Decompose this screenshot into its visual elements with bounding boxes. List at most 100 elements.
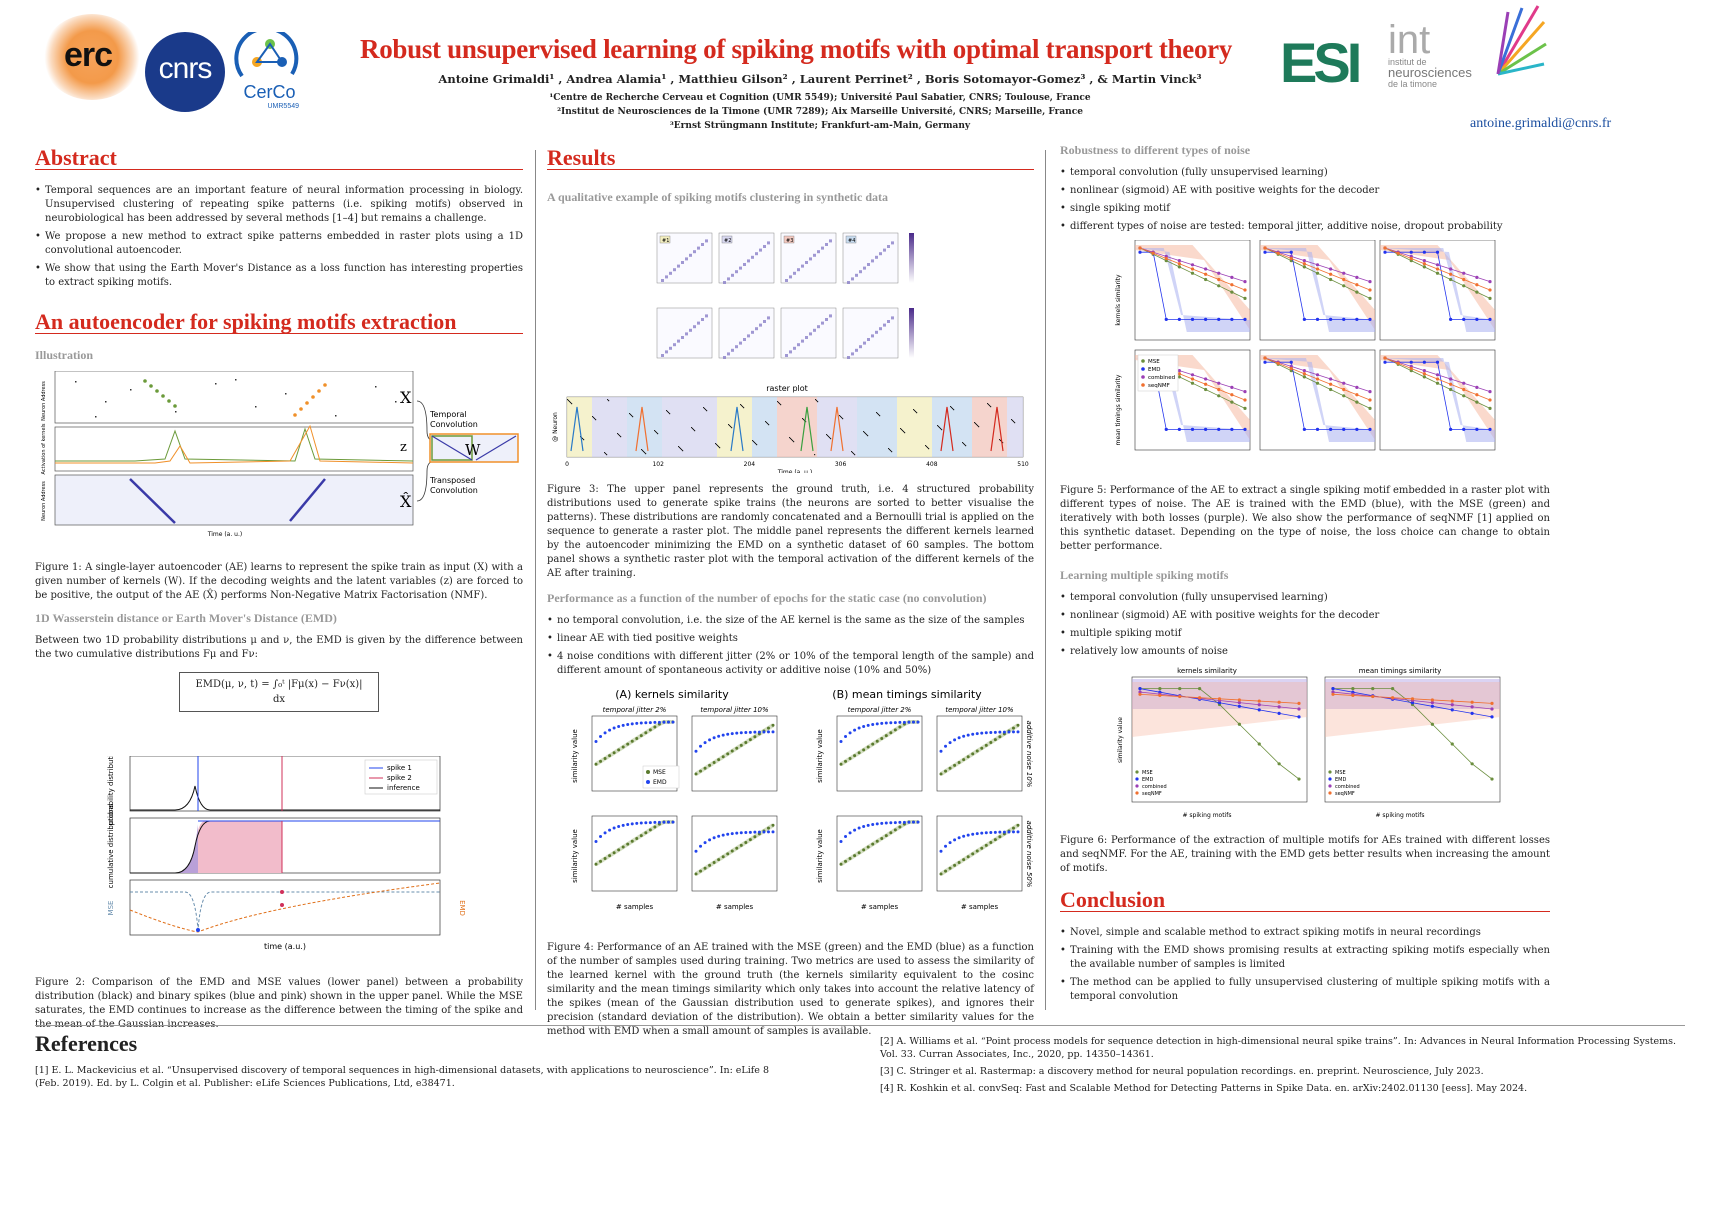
emd-point	[998, 730, 1002, 734]
series-point	[1138, 246, 1142, 250]
mse-point	[648, 728, 652, 732]
emd-point	[739, 831, 743, 835]
raster-spike	[618, 434, 620, 436]
series-point	[1329, 317, 1333, 321]
series-point	[1289, 256, 1293, 261]
legend-label: EMD	[1142, 777, 1153, 783]
emd-point	[766, 730, 770, 734]
series-point	[1450, 699, 1454, 703]
series-point	[1230, 400, 1234, 404]
mse-point	[766, 726, 770, 730]
raster-spike	[694, 430, 696, 432]
series-point	[1462, 427, 1466, 431]
kernel-dot	[731, 273, 734, 277]
kernel-dot	[701, 243, 704, 246]
raster-spike	[790, 438, 792, 440]
series-point	[1177, 317, 1181, 321]
raster-spike	[1011, 419, 1013, 421]
raster-spike	[594, 418, 596, 420]
series-point	[1217, 701, 1222, 705]
series-point	[1450, 742, 1454, 746]
kernel-dot	[743, 338, 746, 341]
raster-spike	[619, 435, 621, 437]
series-point	[1371, 687, 1375, 691]
emd-point	[630, 722, 634, 726]
column-right: Robustness to different types of noise t…	[1060, 143, 1550, 1008]
series-point	[1329, 277, 1333, 282]
series-point	[1449, 387, 1453, 392]
raster-spike	[826, 434, 828, 436]
emd-point	[694, 749, 698, 753]
mse-point	[603, 857, 607, 861]
series-point	[1230, 317, 1234, 321]
fig4-noise-label: additive noise 50%	[1025, 821, 1033, 888]
mse-point	[694, 872, 698, 876]
series-point	[1475, 317, 1479, 321]
raster-spike	[718, 446, 720, 448]
emd-point	[993, 830, 997, 834]
raster-spike	[901, 429, 903, 431]
raster-spike	[990, 406, 992, 408]
legend-mse-marker	[646, 770, 650, 774]
kernel-dot	[735, 345, 738, 349]
emd-point	[884, 721, 888, 725]
mse-point	[953, 763, 957, 767]
series-point	[1355, 283, 1359, 287]
activation-peak	[940, 406, 954, 452]
contact-email[interactable]: antoine.grimaldi@cnrs.fr	[1470, 116, 1612, 131]
raster-spike	[717, 445, 719, 447]
int-starburst-icon	[1496, 5, 1547, 76]
raster-tick: 510	[1017, 461, 1029, 468]
kernel-tag	[783, 235, 795, 244]
emd-point	[748, 730, 752, 734]
raster-spike	[630, 414, 632, 416]
emd-point	[671, 720, 675, 724]
raster-spike	[729, 425, 731, 427]
affiliation-1: ¹Centre de Recherche Cerveau et Cognitio…	[549, 93, 1091, 103]
kernel-dot	[669, 346, 672, 350]
raster-spike	[839, 415, 841, 417]
series-point	[1435, 263, 1440, 267]
kernel-dot	[825, 243, 828, 246]
raster-spike	[641, 449, 643, 451]
mse-point	[766, 826, 770, 830]
emd-point	[662, 820, 666, 824]
kernel-dot	[809, 332, 812, 336]
mse-point	[944, 869, 948, 873]
raster-tick: 102	[652, 461, 664, 468]
mse-point	[626, 742, 630, 746]
list-item: nonlinear (sigmoid) AE with positive wei…	[1060, 184, 1550, 198]
mse-point	[1016, 723, 1020, 727]
mse-point	[848, 757, 852, 761]
raster-spike	[1000, 440, 1002, 442]
kernel-dot	[723, 281, 726, 284]
kernel-dot	[793, 346, 796, 350]
emd-point	[1002, 730, 1006, 734]
mse-point	[857, 851, 861, 855]
raster-spike	[632, 416, 634, 418]
raster-spike	[951, 407, 953, 409]
raster-spike	[606, 454, 608, 456]
mse-point	[875, 839, 879, 843]
raster-xlabel: Time (a. u.)	[777, 469, 812, 473]
emd-point	[757, 730, 761, 734]
series-point	[1430, 704, 1434, 708]
multiple-title: Learning multiple spiking motifs	[1060, 568, 1229, 582]
series-point	[1190, 427, 1195, 431]
raster-spike	[766, 422, 768, 424]
series-point	[1450, 708, 1454, 712]
emd-point	[766, 830, 770, 834]
mse-point	[621, 745, 625, 749]
kernel-dot	[697, 321, 700, 325]
mse-point	[957, 861, 961, 865]
series-point	[1190, 373, 1195, 377]
panel-title: temporal jitter 2%	[848, 706, 912, 714]
column-divider-1	[535, 150, 536, 1010]
svg-text:X: X	[400, 388, 412, 407]
emd-point	[608, 828, 612, 832]
legend-marker	[1141, 367, 1145, 371]
emd-point	[962, 834, 966, 838]
series-point	[1368, 406, 1372, 410]
series-point	[1351, 693, 1355, 698]
legend-marker	[1141, 383, 1145, 387]
